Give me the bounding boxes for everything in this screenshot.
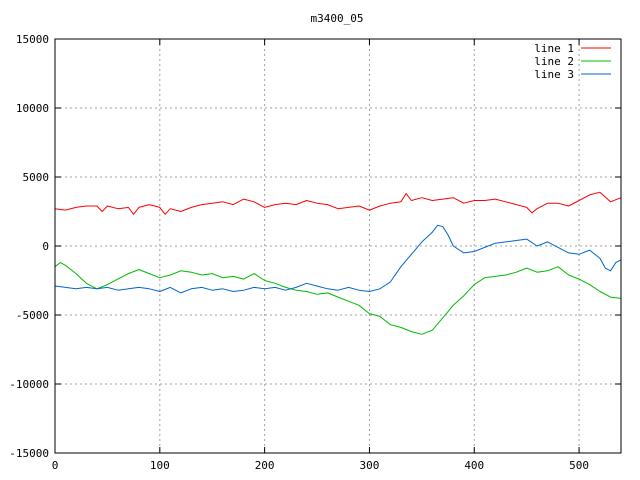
x-tick-label: 500 xyxy=(569,459,589,472)
series-line-3 xyxy=(54,224,622,294)
y-tick-label: -5000 xyxy=(16,309,49,322)
axis-ticks: 0 100 200 300 400 500 -15000 -10000 -5000 0 5000 10… xyxy=(9,33,621,472)
series-line-1 xyxy=(54,191,622,215)
series-lines xyxy=(54,191,622,335)
chart-title: m3400_05 xyxy=(311,12,364,25)
legend-label: line 3 xyxy=(534,68,574,81)
y-tick-label: -10000 xyxy=(9,378,49,391)
x-tick-label: 0 xyxy=(52,459,59,472)
x-tick-label: 300 xyxy=(360,459,380,472)
x-tick-label: 200 xyxy=(255,459,275,472)
y-tick-label: 10000 xyxy=(16,102,49,115)
legend-label: line 2 xyxy=(534,55,574,68)
y-tick-label: 5000 xyxy=(23,171,50,184)
series-line-2 xyxy=(54,262,622,335)
x-tick-label: 100 xyxy=(150,459,170,472)
y-tick-label: 0 xyxy=(42,240,49,253)
y-tick-label: -15000 xyxy=(9,447,49,460)
x-tick-label: 400 xyxy=(464,459,484,472)
grid xyxy=(55,39,621,453)
legend-label: line 1 xyxy=(534,42,574,55)
y-tick-label: 15000 xyxy=(16,33,49,46)
